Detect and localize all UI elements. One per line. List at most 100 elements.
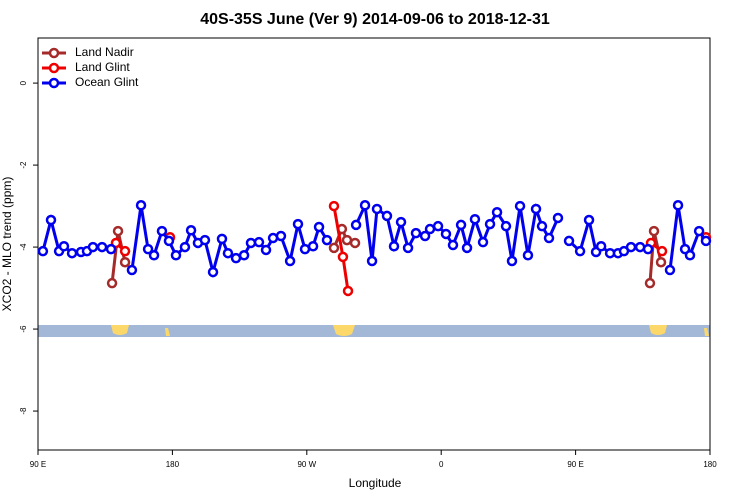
data-point <box>484 218 496 230</box>
legend-label: Ocean Glint <box>75 75 139 89</box>
data-point <box>447 239 459 251</box>
legend-label: Land Nadir <box>75 45 134 59</box>
x-tick-label: 90 E <box>567 460 583 469</box>
data-point <box>238 250 250 261</box>
data-point <box>536 220 548 232</box>
data-point <box>87 241 99 253</box>
data-point <box>199 234 211 246</box>
x-tick-label: 180 <box>703 460 717 469</box>
data-point <box>440 228 452 240</box>
land-shape <box>111 325 129 335</box>
y-tick-label: 0 <box>19 80 28 85</box>
y-tick-label: -4 <box>19 243 28 251</box>
x-tick-label: 90 E <box>30 460 46 469</box>
data-point <box>45 214 57 226</box>
data-point <box>328 242 340 254</box>
legend-label: Land Glint <box>75 60 130 74</box>
data-point <box>170 250 182 261</box>
land-shape <box>649 325 667 335</box>
data-point <box>656 245 668 257</box>
data-point <box>222 247 234 259</box>
data-point <box>135 200 147 211</box>
data-point <box>469 213 481 225</box>
data-point <box>207 266 219 278</box>
data-point <box>313 221 325 233</box>
data-point <box>491 206 503 218</box>
data-point <box>684 250 696 261</box>
data-point <box>328 200 340 212</box>
data-point <box>156 225 168 237</box>
data-point <box>163 235 175 247</box>
data-point <box>307 241 319 252</box>
data-point <box>371 203 383 215</box>
data-point <box>419 230 431 242</box>
data-point <box>461 242 473 254</box>
data-point <box>185 225 197 236</box>
data-point <box>321 234 333 246</box>
data-point <box>284 255 296 267</box>
data-point <box>477 236 489 248</box>
data-point <box>119 245 131 257</box>
data-point <box>625 241 637 253</box>
data-point <box>366 255 378 267</box>
data-point <box>543 232 555 244</box>
data-point <box>700 235 712 247</box>
data-point <box>583 214 595 226</box>
y-tick-label: -2 <box>19 161 28 169</box>
data-point <box>402 242 414 254</box>
data-point <box>96 241 108 253</box>
data-point <box>655 256 667 268</box>
data-point <box>275 230 287 242</box>
data-point <box>299 243 311 255</box>
data-point <box>693 225 705 237</box>
data-point <box>410 227 422 239</box>
data-point <box>112 225 124 237</box>
series-line <box>354 199 560 262</box>
data-point <box>337 251 349 263</box>
data-point <box>500 220 512 232</box>
data-point <box>350 219 362 231</box>
data-point <box>66 247 78 259</box>
y-tick-label: -8 <box>19 407 28 415</box>
data-point <box>574 245 586 257</box>
data-point <box>341 234 353 246</box>
y-tick-label: -6 <box>19 325 28 333</box>
data-point <box>216 233 228 245</box>
data-point <box>119 256 131 268</box>
data-point <box>424 223 436 235</box>
data-point <box>552 212 564 224</box>
legend-marker <box>48 62 60 74</box>
data-point <box>381 210 393 222</box>
data-point <box>522 250 534 261</box>
land-strip <box>38 325 710 337</box>
data-point <box>664 264 676 276</box>
data-point <box>644 277 656 289</box>
land-shape <box>333 325 355 336</box>
x-tick-label: 180 <box>166 460 180 469</box>
data-point <box>359 200 371 211</box>
data-point <box>142 243 154 255</box>
data-point <box>395 216 407 228</box>
legend-marker <box>48 77 60 89</box>
x-axis-label: Longitude <box>349 476 402 490</box>
legend-marker <box>48 47 60 59</box>
data-point <box>514 200 526 212</box>
series-line <box>130 205 329 279</box>
data-point <box>126 264 138 276</box>
data-point <box>106 277 118 289</box>
data-point <box>58 241 70 252</box>
data-point <box>349 237 361 249</box>
data-point <box>563 235 575 247</box>
data-point <box>230 252 242 264</box>
land-shape <box>704 328 709 336</box>
data-point <box>148 250 160 261</box>
data-point <box>388 241 400 252</box>
x-tick-label: 0 <box>439 460 444 469</box>
land-shape <box>165 328 170 336</box>
data-point <box>432 220 444 232</box>
data-point <box>245 237 257 249</box>
series-line <box>668 205 708 271</box>
data-point <box>179 241 191 253</box>
data-point <box>648 225 660 237</box>
